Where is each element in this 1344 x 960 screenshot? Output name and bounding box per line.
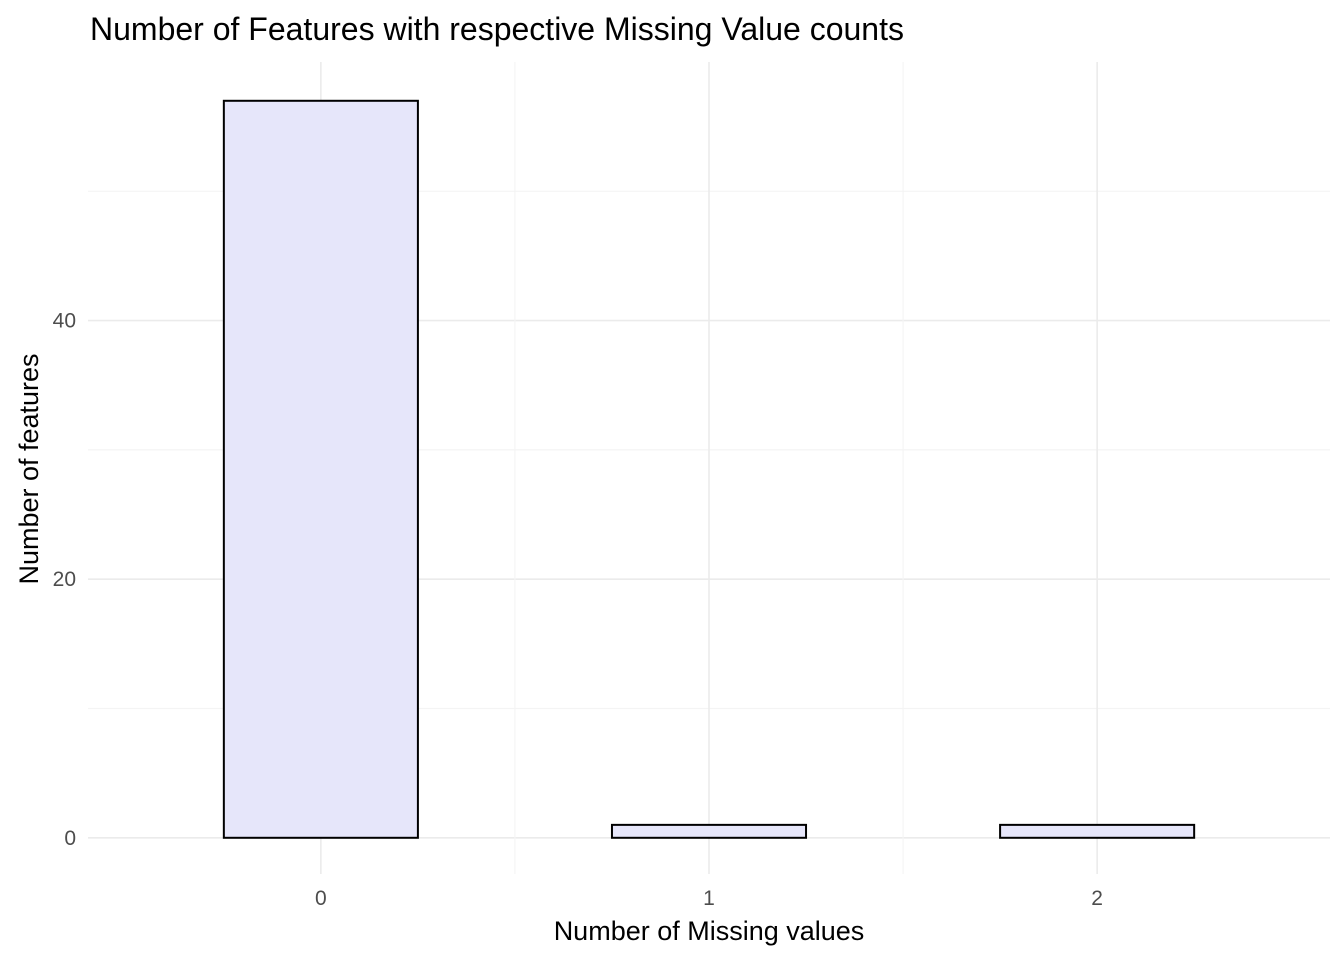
chart-title: Number of Features with respective Missi… [90, 11, 904, 47]
y-tick-label: 0 [64, 827, 76, 850]
bar-1 [610, 823, 808, 839]
x-tick-label: 2 [1091, 887, 1103, 910]
x-axis-title: Number of Missing values [554, 916, 865, 946]
x-tick-label: 1 [703, 887, 715, 910]
x-tick-label: 0 [315, 887, 327, 910]
tick-labels: 0 20 40 0 1 2 [53, 310, 1103, 910]
bar-0 [222, 99, 419, 839]
bars [222, 99, 1196, 839]
y-tick-label: 40 [53, 310, 76, 333]
bar-2 [999, 823, 1196, 839]
y-tick-label: 20 [53, 568, 76, 591]
y-axis-title: Number of features [14, 353, 44, 584]
